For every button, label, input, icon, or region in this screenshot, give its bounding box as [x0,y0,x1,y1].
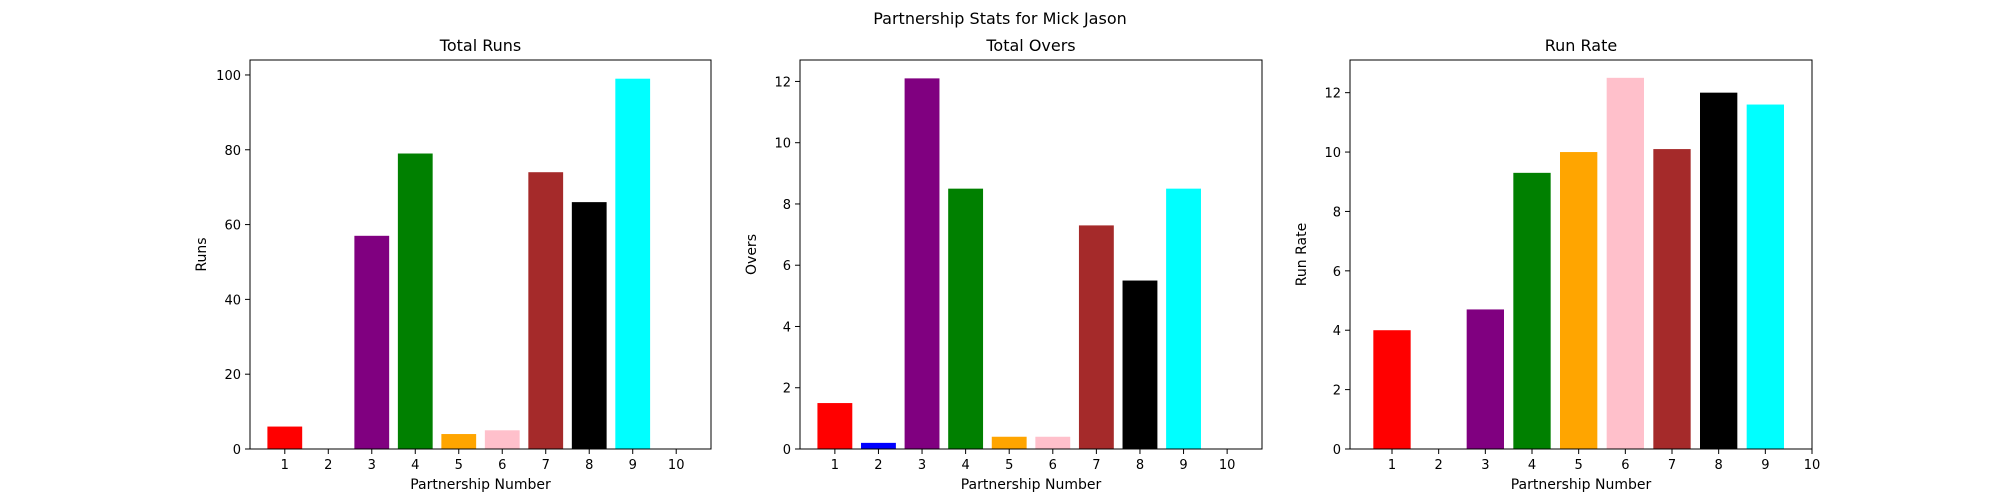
y-tick-label: 40 [224,293,241,308]
figure-title: Partnership Stats for Mick Jason [873,9,1127,28]
y-tick-label: 6 [783,259,791,274]
y-tick-label: 12 [1324,87,1341,102]
bar-7 [528,172,564,449]
bar-4 [1513,172,1551,449]
bar-6 [1035,436,1071,449]
x-axis-label: Partnership Number [410,477,551,493]
y-tick-label: 8 [1333,205,1341,220]
x-tick-label: 2 [324,458,332,473]
x-tick-label: 10 [1219,458,1236,473]
x-tick-label: 5 [455,458,463,473]
bar-7 [1653,149,1691,449]
x-tick-label: 3 [368,458,376,473]
chart-title: Total Overs [985,36,1075,55]
bar-1 [1373,330,1411,449]
bar-3 [1466,309,1504,449]
y-axis-label: Run Rate [1294,223,1310,286]
y-tick-label: 2 [783,382,791,397]
x-tick-label: 9 [1761,458,1769,473]
y-tick-label: 10 [774,137,791,152]
x-tick-label: 7 [1668,458,1676,473]
bar-9 [1746,104,1784,449]
axes-frame [799,59,1263,450]
x-tick-label: 4 [411,458,419,473]
bar-1 [817,403,853,449]
y-tick-label: 0 [233,443,241,458]
bar-6 [484,430,520,449]
x-tick-label: 6 [498,458,506,473]
chart-title: Run Rate [1545,36,1617,55]
y-tick-label: 0 [1333,443,1341,458]
y-axis-label: Overs [744,234,760,275]
x-tick-label: 9 [629,458,637,473]
x-tick-label: 8 [585,458,593,473]
x-tick-label: 4 [1528,458,1536,473]
x-tick-label: 7 [1092,458,1100,473]
bar-7 [1078,225,1114,449]
x-tick-label: 9 [1179,458,1187,473]
bar-5 [991,436,1027,449]
y-tick-label: 60 [224,219,241,234]
bar-8 [1700,92,1738,449]
y-tick-label: 8 [783,198,791,213]
y-tick-label: 6 [1333,265,1341,280]
x-tick-label: 6 [1049,458,1057,473]
bar-8 [1122,280,1158,449]
y-tick-label: 2 [1333,384,1341,399]
x-tick-label: 1 [831,458,839,473]
x-tick-label: 8 [1715,458,1723,473]
x-tick-label: 10 [668,458,685,473]
y-tick-label: 20 [224,368,241,383]
y-tick-label: 10 [1324,146,1341,161]
x-tick-label: 10 [1804,458,1821,473]
x-tick-label: 6 [1621,458,1629,473]
bar-6 [1606,77,1644,449]
y-tick-label: 80 [224,144,241,159]
x-tick-label: 3 [1481,458,1489,473]
bar-5 [1560,152,1598,450]
x-tick-label: 2 [1435,458,1443,473]
y-tick-label: 4 [783,320,791,335]
x-tick-label: 2 [874,458,882,473]
bar-9 [615,78,651,449]
chart-title: Total Runs [439,36,521,55]
x-axis-label: Partnership Number [1511,477,1652,493]
bar-1 [267,426,303,449]
bar-2 [861,442,896,449]
x-tick-label: 7 [542,458,550,473]
bar-4 [397,153,433,449]
y-tick-label: 12 [774,75,791,90]
axes-frame [1349,59,1813,450]
x-tick-label: 1 [1388,458,1396,473]
bar-3 [354,235,390,449]
axes-frame [249,59,712,450]
x-tick-label: 3 [918,458,926,473]
y-tick-label: 100 [216,69,241,84]
bar-8 [571,202,607,449]
bar-9 [1166,188,1201,449]
bar-5 [441,434,477,449]
x-tick-label: 5 [1005,458,1013,473]
x-axis-label: Partnership Number [961,477,1102,493]
y-tick-label: 0 [783,443,791,458]
x-tick-label: 5 [1575,458,1583,473]
y-tick-label: 4 [1333,324,1341,339]
x-tick-label: 1 [281,458,289,473]
y-axis-label: Runs [194,237,210,271]
x-tick-label: 4 [961,458,969,473]
bar-3 [904,78,940,449]
x-tick-label: 8 [1136,458,1144,473]
bar-4 [948,188,984,449]
